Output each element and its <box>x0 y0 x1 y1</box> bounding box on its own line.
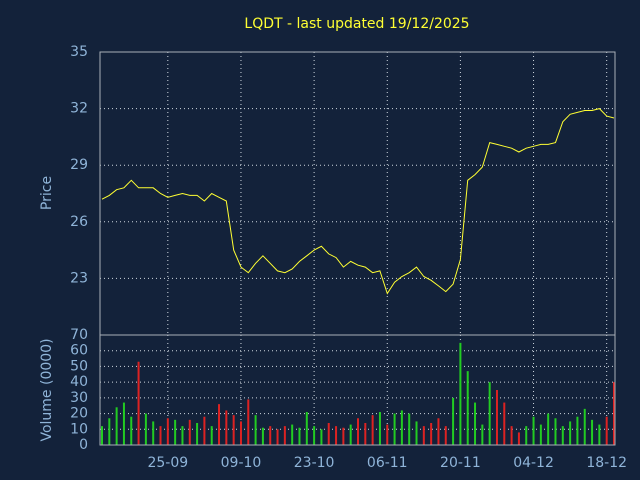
volume-bar <box>313 426 316 445</box>
volume-bar <box>488 382 491 445</box>
y-tick-label: 50 <box>70 358 88 374</box>
volume-bar <box>357 418 359 445</box>
volume-bar <box>342 427 345 445</box>
y-tick-label: 60 <box>70 343 88 359</box>
volume-bar <box>159 426 162 445</box>
volume-bar <box>261 427 264 445</box>
volume-bar <box>115 407 118 445</box>
volume-bar <box>203 416 206 445</box>
volume-bar <box>166 418 169 445</box>
y-tick-label: 29 <box>70 157 88 173</box>
volume-bar <box>430 423 433 445</box>
plot-frame <box>99 334 616 446</box>
y-tick-label: 70 <box>70 327 88 343</box>
chart-title: LQDT - last updated 19/12/2025 <box>244 16 469 32</box>
volume-bar <box>196 423 199 445</box>
volume-bar <box>525 426 528 445</box>
volume-bar <box>561 426 564 445</box>
volume-bar <box>327 423 330 445</box>
volume-bar <box>386 424 389 445</box>
volume-bar <box>576 416 579 445</box>
volume-bar <box>400 410 403 445</box>
volume-bar <box>225 410 228 445</box>
volume-bar <box>232 415 235 445</box>
volume-bar <box>481 424 484 445</box>
volume-bar <box>569 421 572 445</box>
volume-bar <box>335 426 338 445</box>
y-tick-label: 20 <box>70 406 88 422</box>
volume-bar <box>320 429 323 445</box>
y-tick-label: 32 <box>70 101 88 117</box>
x-tick-label: 04-12 <box>513 455 554 471</box>
volume-bar <box>444 426 447 445</box>
volume-bar <box>539 424 542 445</box>
volume-bar <box>613 382 615 445</box>
volume-bar <box>547 413 550 445</box>
volume-bar <box>378 412 381 445</box>
volume-bar <box>247 399 250 445</box>
volume-bar <box>137 361 140 445</box>
volume-bar <box>174 419 177 445</box>
volume-bar <box>101 426 103 445</box>
x-tick-label: 18-12 <box>586 455 627 471</box>
y-tick-label: 0 <box>79 437 88 453</box>
volume-bar <box>276 429 279 445</box>
x-tick-label: 09-10 <box>221 455 262 471</box>
volume-bar <box>466 371 469 445</box>
y-tick-label: 30 <box>70 390 88 406</box>
y-axis-label: Price <box>39 176 55 210</box>
volume-bar <box>210 426 213 445</box>
y-tick-label: 35 <box>70 44 88 60</box>
y-tick-label: 40 <box>70 374 88 390</box>
volume-bar <box>254 415 257 445</box>
volume-bar <box>393 413 396 445</box>
volume-bar <box>188 419 191 445</box>
volume-bar <box>495 390 498 445</box>
volume-bar <box>152 421 155 445</box>
volume-bar <box>408 413 411 445</box>
y-tick-label: 26 <box>70 214 88 230</box>
volume-bar <box>364 423 367 445</box>
volume-bar <box>122 402 125 445</box>
volume-bar <box>503 402 506 445</box>
volume-axis-label: Volume (0000) <box>39 338 55 441</box>
volume-bar <box>583 408 586 445</box>
volume-bar <box>605 416 608 445</box>
x-tick-label: 06-11 <box>367 455 408 471</box>
volume-bar <box>218 404 221 445</box>
volume-bar <box>298 427 301 445</box>
volume-bar <box>422 426 425 445</box>
volume-bar <box>554 418 557 445</box>
volume-bar <box>305 412 308 445</box>
volume-bar <box>181 426 184 445</box>
x-tick-label: 20-11 <box>440 455 481 471</box>
y-tick-label: 23 <box>70 270 88 286</box>
volume-bar <box>459 342 462 445</box>
volume-bar <box>517 432 520 445</box>
y-tick-label: 10 <box>70 421 88 437</box>
volume-bar <box>452 397 455 445</box>
volume-bar <box>474 402 477 445</box>
x-tick-label: 23-10 <box>294 455 335 471</box>
volume-bar <box>291 424 294 445</box>
x-tick-label: 25-09 <box>147 455 188 471</box>
volume-bar <box>239 421 242 445</box>
volume-bar <box>598 424 601 445</box>
volume-bar <box>532 416 535 445</box>
volume-bar <box>437 418 440 445</box>
volume-bar <box>283 426 286 445</box>
volume-bar <box>108 418 111 445</box>
volume-bar <box>510 426 513 445</box>
volume-bar <box>591 419 594 445</box>
volume-bar <box>349 424 352 445</box>
volume-bar <box>415 421 418 445</box>
volume-bar <box>371 415 374 445</box>
price-line <box>101 108 615 295</box>
volume-bar <box>130 416 133 445</box>
volume-bar <box>144 413 147 445</box>
volume-bar <box>269 426 272 445</box>
